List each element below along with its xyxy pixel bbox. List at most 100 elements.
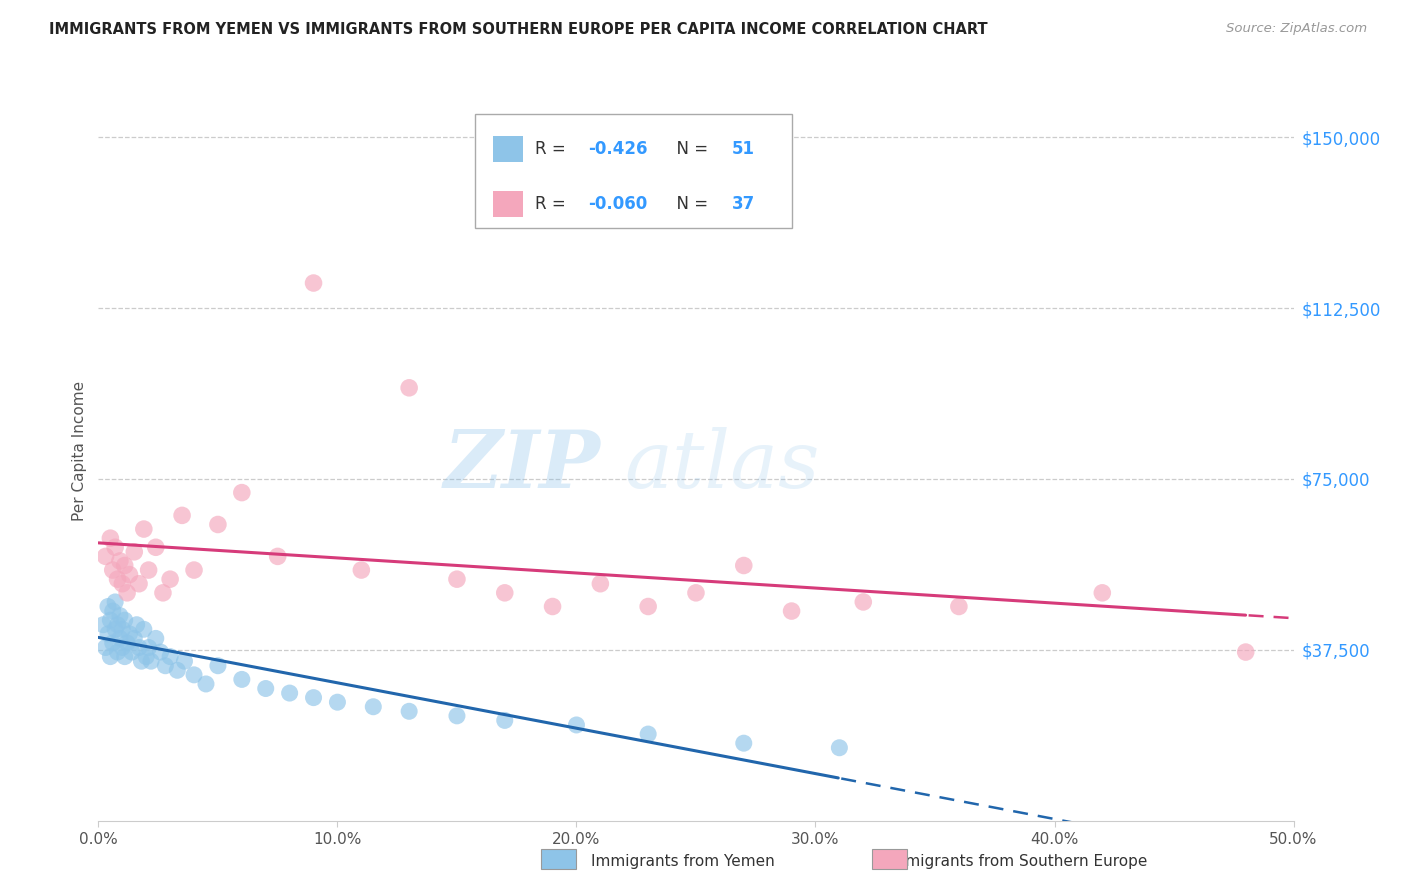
Point [565, 718, 588, 732]
Point [637, 599, 659, 614]
Text: IMMIGRANTS FROM YEMEN VS IMMIGRANTS FROM SOUTHERN EUROPE PER CAPITA INCOME CORRE: IMMIGRANTS FROM YEMEN VS IMMIGRANTS FROM… [49, 22, 988, 37]
Point [398, 704, 420, 718]
Point [145, 632, 167, 646]
Point [104, 595, 127, 609]
Point [125, 617, 148, 632]
Point [101, 636, 124, 650]
Point [118, 567, 141, 582]
Point [637, 727, 659, 741]
Point [128, 640, 150, 655]
Text: -0.060: -0.060 [589, 195, 648, 213]
Point [1091, 586, 1114, 600]
Point [254, 681, 277, 696]
Point [101, 604, 124, 618]
Text: R =: R = [534, 195, 571, 213]
Point [97, 627, 120, 641]
Point [114, 613, 136, 627]
Point [107, 645, 129, 659]
Point [97, 599, 120, 614]
Point [111, 640, 134, 655]
Point [780, 604, 803, 618]
Point [111, 576, 134, 591]
Point [828, 740, 851, 755]
Point [98, 531, 122, 545]
Point [159, 572, 181, 586]
Text: N =: N = [666, 195, 713, 213]
Point [685, 586, 707, 600]
Point [101, 563, 124, 577]
Point [363, 699, 385, 714]
Point [207, 658, 229, 673]
Point [733, 558, 755, 573]
Point [94, 640, 117, 655]
Y-axis label: Per Capita Income: Per Capita Income [72, 380, 87, 521]
Point [107, 617, 129, 632]
Point [107, 572, 129, 586]
Point [145, 541, 167, 555]
Point [91, 617, 114, 632]
Text: ZIP: ZIP [443, 426, 600, 504]
FancyBboxPatch shape [494, 136, 523, 161]
Point [231, 485, 253, 500]
Point [94, 549, 117, 564]
Point [108, 632, 131, 646]
Point [852, 595, 875, 609]
Point [183, 563, 205, 577]
Text: -0.426: -0.426 [589, 140, 648, 158]
Text: Immigrants from Yemen: Immigrants from Yemen [591, 854, 775, 869]
FancyBboxPatch shape [475, 113, 792, 228]
Point [118, 627, 141, 641]
Point [159, 649, 181, 664]
Text: Immigrants from Southern Europe: Immigrants from Southern Europe [886, 854, 1147, 869]
Point [231, 673, 253, 687]
Point [152, 586, 174, 600]
Text: N =: N = [666, 140, 713, 158]
Point [108, 554, 131, 568]
Point [104, 622, 127, 636]
Text: atlas: atlas [624, 426, 820, 504]
Point [302, 276, 325, 290]
Point [948, 599, 970, 614]
Point [494, 586, 516, 600]
Text: Source: ZipAtlas.com: Source: ZipAtlas.com [1226, 22, 1367, 36]
Point [207, 517, 229, 532]
Point [302, 690, 325, 705]
Point [135, 649, 157, 664]
FancyBboxPatch shape [494, 191, 523, 218]
Point [108, 608, 131, 623]
Point [139, 654, 162, 668]
Point [114, 558, 136, 573]
Point [155, 658, 177, 673]
Point [149, 645, 172, 659]
Text: R =: R = [534, 140, 571, 158]
Point [98, 649, 122, 664]
Point [494, 714, 516, 728]
Text: 37: 37 [733, 195, 755, 213]
Point [98, 613, 122, 627]
Point [138, 640, 160, 655]
Point [267, 549, 290, 564]
Point [132, 622, 155, 636]
Point [115, 636, 138, 650]
Point [350, 563, 373, 577]
Point [104, 541, 127, 555]
Point [115, 586, 138, 600]
Point [326, 695, 349, 709]
Point [138, 563, 160, 577]
Point [733, 736, 755, 750]
Point [446, 709, 468, 723]
Point [541, 599, 564, 614]
Point [124, 545, 146, 559]
Point [589, 576, 612, 591]
Point [114, 649, 136, 664]
Point [121, 645, 143, 659]
Point [128, 576, 150, 591]
Point [111, 622, 134, 636]
Point [1234, 645, 1257, 659]
Point [132, 522, 155, 536]
Point [195, 677, 218, 691]
Point [124, 632, 146, 646]
Point [446, 572, 468, 586]
Point [183, 668, 205, 682]
Point [172, 508, 194, 523]
